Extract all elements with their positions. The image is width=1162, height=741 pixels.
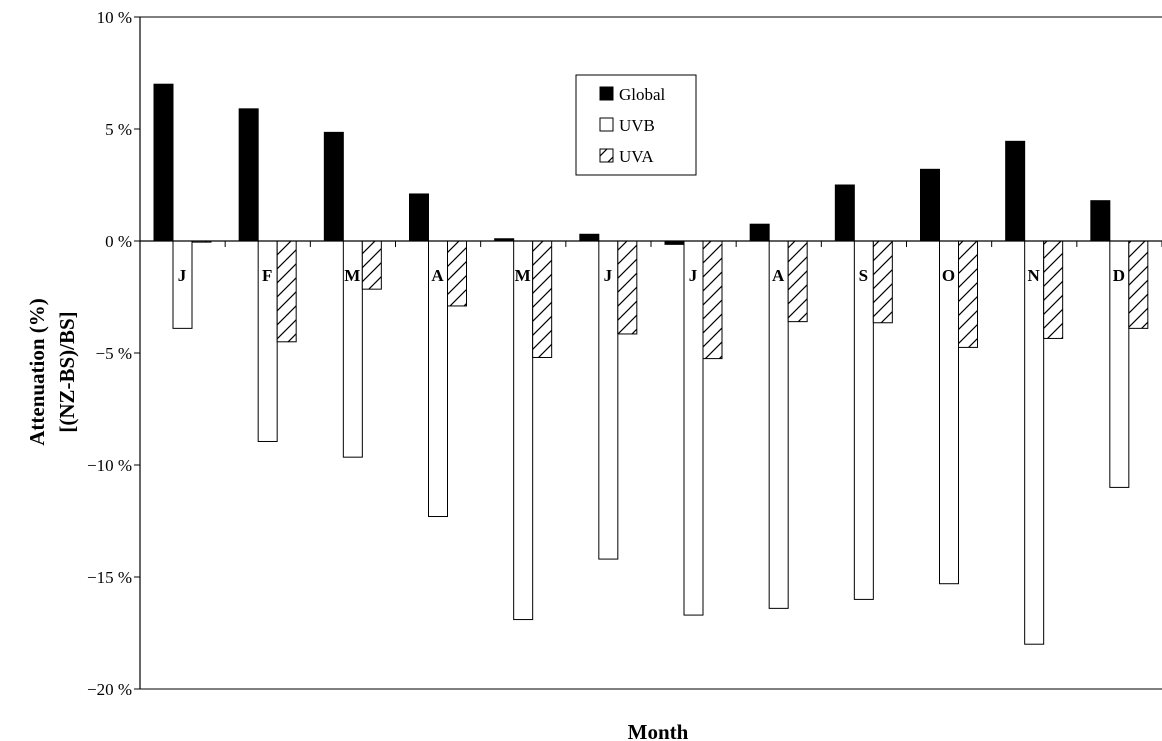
legend: Global UVB UVA [575, 74, 697, 176]
x-tick-label: N [1028, 266, 1041, 285]
x-tick-label: A [431, 266, 444, 285]
x-tick-label: M [515, 266, 531, 285]
bar-uva-11 [1128, 240, 1149, 329]
x-tick-label: O [942, 266, 955, 285]
x-tick-label: S [859, 266, 868, 285]
legend-label-global: Global [619, 85, 666, 104]
y-tick-label: 5 % [105, 120, 132, 139]
bar-uva-1 [276, 240, 297, 343]
legend-label-uvb: UVB [619, 116, 655, 135]
bar-uvb-4 [513, 240, 534, 621]
bar-global-8 [834, 184, 855, 242]
x-tick-label: M [344, 266, 360, 285]
plot-area [140, 16, 1162, 690]
y-axis-title-line: [(NZ-BS)/BS] [55, 311, 79, 432]
bar-global-1 [238, 108, 259, 242]
bar-uvb-5 [598, 240, 619, 560]
legend-swatch-uva [599, 148, 614, 163]
bar-uva-5 [617, 240, 638, 335]
bar-uva-8 [872, 240, 893, 324]
x-tick-label: J [689, 266, 698, 285]
x-tick-label: A [772, 266, 785, 285]
legend-box [575, 74, 697, 176]
x-tick-label: F [262, 266, 272, 285]
y-tick-label: −20 % [87, 680, 132, 699]
y-tick-label: 0 % [105, 232, 132, 251]
bar-uva-7 [787, 240, 808, 323]
bar-uva-4 [532, 240, 553, 358]
x-tick-label: D [1113, 266, 1125, 285]
bar-global-9 [920, 168, 940, 242]
y-axis-title: Attenuation (%) [(NZ-BS)/BS] [25, 298, 79, 446]
x-tick-label: J [178, 266, 187, 285]
legend-swatch-uvb [599, 117, 614, 132]
labels: 10 % 5 % 0 % −5 % −10 % −15 % −20 % J F M A M J J A S O N… [25, 8, 1125, 741]
x-tick-label: J [604, 266, 613, 285]
bar-uva-3 [447, 240, 467, 307]
bar-uvb-6 [683, 240, 704, 616]
y-tick-label: −10 % [87, 456, 132, 475]
bar-uva-2 [361, 240, 382, 290]
bar-global-11 [1090, 200, 1111, 242]
bar-global-3 [409, 193, 429, 242]
bar-uva-6 [702, 240, 723, 360]
axes [134, 16, 1162, 690]
bar-uvb-10 [1024, 240, 1045, 645]
bar-global-10 [1005, 140, 1026, 242]
y-axis-title-line: Attenuation (%) [25, 298, 49, 446]
y-tick-label: 10 % [97, 8, 132, 27]
bar-uvb-9 [939, 240, 959, 585]
bar-uva-10 [1043, 240, 1064, 339]
legend-swatch-global [599, 86, 614, 101]
x-axis-title: Month [628, 720, 689, 741]
legend-label-uva: UVA [619, 147, 654, 166]
bars [153, 83, 1149, 645]
bar-global-2 [323, 131, 344, 242]
y-tick-label: −15 % [87, 568, 132, 587]
bar-uvb-7 [768, 240, 789, 609]
bar-global-0 [153, 83, 174, 242]
bar-uva-9 [958, 240, 978, 348]
bar-uvb-8 [853, 240, 874, 600]
y-tick-label: −5 % [96, 344, 133, 363]
bar-global-7 [749, 223, 770, 242]
bar-global-5 [579, 233, 600, 242]
